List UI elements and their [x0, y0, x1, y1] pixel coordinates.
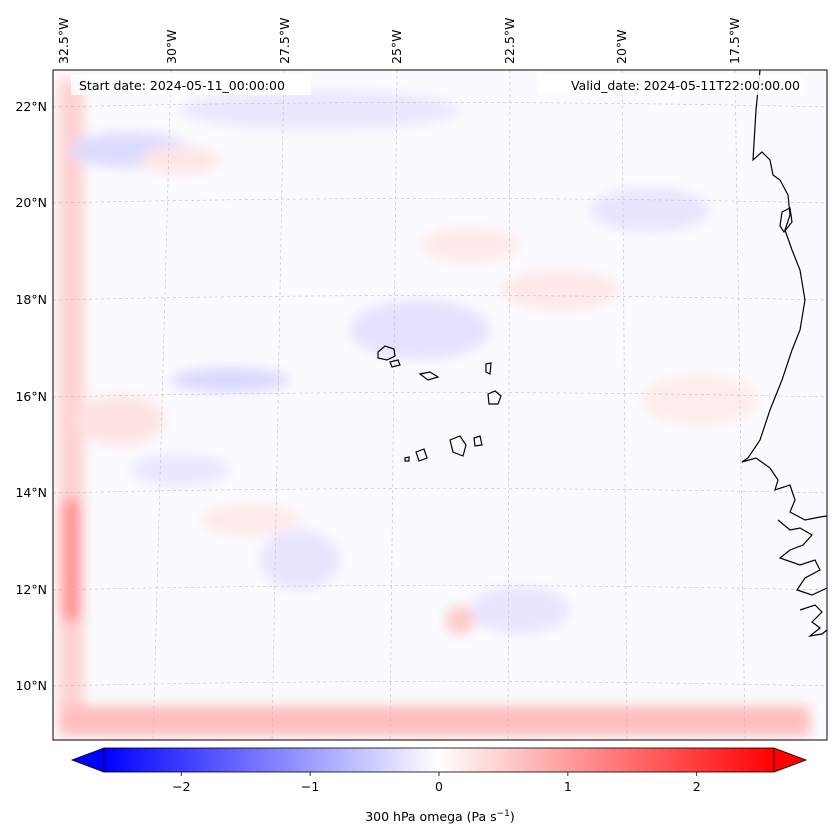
latitude-labels: 22°N 20°N 18°N 16°N 14°N 12°N 10°N [15, 99, 47, 693]
colorbar-ticks: −2 −1 0 1 2 [172, 772, 701, 794]
lon-label: 27.5°W [277, 18, 292, 64]
lat-label: 12°N [15, 582, 47, 597]
colorbar-extend-left [70, 747, 105, 773]
lat-label: 16°N [15, 389, 47, 404]
lat-label: 20°N [15, 195, 47, 210]
colorbar-tick-label: 1 [564, 779, 572, 794]
omega-field [53, 70, 827, 740]
map-frame [52, 69, 828, 741]
colorbar-tick-label: 0 [435, 779, 443, 794]
lat-label: 18°N [15, 292, 47, 307]
lon-label: 25°W [389, 29, 404, 64]
colorbar-tick-label: 2 [693, 779, 701, 794]
lon-label: 32.5°W [56, 18, 71, 64]
lat-label: 10°N [15, 678, 47, 693]
coastline [377, 70, 827, 637]
longitude-labels: 32.5°W 30°W 27.5°W 25°W 22.5°W 20°W 17.5… [56, 18, 742, 64]
colorbar-extend-right [773, 747, 808, 773]
colorbar-body [103, 747, 775, 773]
colorbar: −2 −1 0 1 2 300 hPa omega (Pa s−1) [70, 747, 808, 824]
valid-date-label: Valid_date: 2024-05-11T22:00:00.00 [571, 78, 800, 93]
colorbar-tick-label: −2 [172, 779, 190, 794]
graticule [53, 70, 827, 740]
lat-label: 14°N [15, 485, 47, 500]
colorbar-tick-label: −1 [301, 779, 319, 794]
start-date-label: Start date: 2024-05-11_00:00:00 [79, 78, 285, 93]
lat-label: 22°N [15, 99, 47, 114]
lon-label: 20°W [614, 29, 629, 64]
lon-label: 30°W [164, 29, 179, 64]
lon-label: 22.5°W [502, 18, 517, 64]
colorbar-label: 300 hPa omega (Pa s−1) [365, 809, 515, 824]
lon-label: 17.5°W [727, 18, 742, 64]
